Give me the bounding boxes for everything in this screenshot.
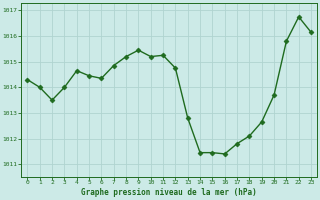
X-axis label: Graphe pression niveau de la mer (hPa): Graphe pression niveau de la mer (hPa) (81, 188, 257, 197)
